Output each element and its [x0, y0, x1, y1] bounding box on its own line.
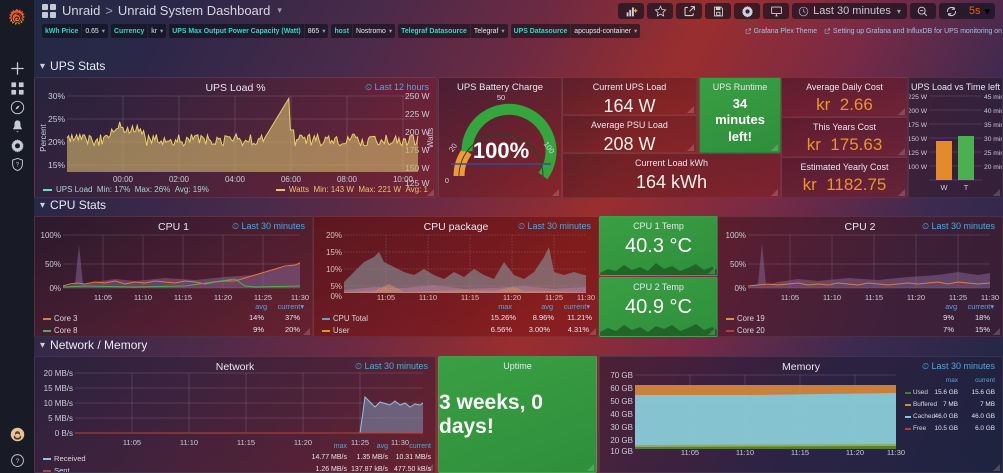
svg-text:0%: 0% — [330, 292, 342, 301]
svg-text:11:05: 11:05 — [123, 438, 141, 447]
svg-text:100%: 100% — [726, 231, 746, 240]
svg-text:10 GB: 10 GB — [610, 447, 633, 456]
svg-text:11:20: 11:20 — [214, 293, 232, 302]
svg-text:11:25: 11:25 — [254, 293, 272, 302]
svg-text:T: T — [964, 183, 969, 192]
svg-text:45 min: 45 min — [984, 94, 1003, 101]
svg-text:30 GB: 30 GB — [610, 423, 633, 432]
svg-text:100%: 100% — [473, 138, 529, 163]
svg-text:11:10: 11:10 — [134, 293, 152, 302]
svg-text:200 W: 200 W — [909, 108, 928, 115]
svg-text:11:20: 11:20 — [503, 293, 521, 302]
svg-text:11:05: 11:05 — [681, 448, 699, 457]
svg-text:11:20: 11:20 — [846, 448, 864, 457]
svg-text:11:30: 11:30 — [981, 293, 999, 302]
svg-text:70 GB: 70 GB — [610, 371, 633, 380]
svg-text:11:10: 11:10 — [419, 293, 437, 302]
svg-text:20%: 20% — [48, 137, 65, 147]
svg-text:11:05: 11:05 — [94, 293, 112, 302]
svg-text:225 W: 225 W — [405, 109, 430, 119]
svg-text:50%: 50% — [45, 260, 61, 269]
svg-text:60 GB: 60 GB — [610, 384, 633, 393]
svg-text:04:00: 04:00 — [225, 175, 246, 184]
svg-text:10 MB/s: 10 MB/s — [44, 399, 73, 408]
svg-text:11:05: 11:05 — [377, 293, 395, 302]
svg-text:10%: 10% — [326, 265, 342, 274]
svg-text:20 MB/s: 20 MB/s — [44, 369, 73, 378]
svg-text:50%: 50% — [730, 260, 746, 269]
svg-text:15 MB/s: 15 MB/s — [44, 384, 73, 393]
svg-text:15%: 15% — [48, 160, 65, 170]
svg-text:W: W — [940, 183, 948, 192]
svg-text:11:15: 11:15 — [237, 438, 255, 447]
svg-text:11:10: 11:10 — [823, 293, 841, 302]
svg-text:11:30: 11:30 — [887, 448, 905, 457]
svg-text:00:00: 00:00 — [113, 175, 134, 184]
svg-text:11:15: 11:15 — [865, 293, 883, 302]
svg-text:11:30: 11:30 — [577, 293, 595, 302]
svg-text:0%: 0% — [734, 284, 746, 293]
svg-text:10:00: 10:00 — [393, 175, 414, 184]
svg-text:11:20: 11:20 — [907, 293, 925, 302]
svg-text:Percent: Percent — [39, 123, 48, 151]
svg-text:20 GB: 20 GB — [610, 436, 633, 445]
svg-text:20: 20 — [447, 142, 459, 154]
svg-text:100 W: 100 W — [909, 164, 928, 171]
svg-text:?: ? — [15, 161, 19, 168]
svg-text:11:10: 11:10 — [180, 438, 198, 447]
svg-text:150 W: 150 W — [909, 136, 928, 143]
svg-text:0 B/s: 0 B/s — [55, 429, 73, 438]
svg-text:30%: 30% — [48, 91, 65, 101]
svg-text:25 min: 25 min — [984, 150, 1003, 157]
svg-text:?: ? — [15, 457, 19, 464]
svg-text:11:25: 11:25 — [545, 293, 563, 302]
svg-text:11:30: 11:30 — [291, 293, 309, 302]
svg-text:06:00: 06:00 — [281, 175, 302, 184]
svg-text:11:10: 11:10 — [736, 448, 754, 457]
svg-text:11:15: 11:15 — [791, 448, 809, 457]
svg-text:Watts: Watts — [426, 128, 435, 148]
svg-text:02:00: 02:00 — [169, 175, 190, 184]
svg-text:11:05: 11:05 — [781, 293, 799, 302]
svg-text:11:15: 11:15 — [461, 293, 479, 302]
svg-text:50: 50 — [497, 93, 505, 102]
svg-text:5%: 5% — [330, 282, 342, 291]
svg-text:11:25: 11:25 — [949, 293, 967, 302]
svg-text:250 W: 250 W — [405, 91, 430, 101]
svg-text:225 W: 225 W — [909, 94, 928, 101]
svg-text:35 min: 35 min — [984, 122, 1003, 129]
svg-text:50 GB: 50 GB — [610, 397, 633, 406]
svg-text:0%: 0% — [49, 284, 61, 293]
svg-text:0: 0 — [445, 178, 449, 185]
svg-text:25%: 25% — [48, 114, 65, 124]
svg-text:30 min: 30 min — [984, 136, 1003, 143]
svg-text:5 MB/s: 5 MB/s — [48, 414, 73, 423]
svg-text:125 W: 125 W — [909, 150, 928, 157]
svg-text:11:15: 11:15 — [174, 293, 192, 302]
svg-text:40 min: 40 min — [984, 108, 1003, 115]
svg-text:175 W: 175 W — [909, 122, 928, 129]
svg-text:20%: 20% — [326, 231, 342, 240]
svg-text:15%: 15% — [326, 248, 342, 257]
svg-text:20 min: 20 min — [984, 164, 1003, 171]
svg-text:100%: 100% — [41, 231, 61, 240]
svg-text:40 GB: 40 GB — [610, 410, 633, 419]
svg-text:08:00: 08:00 — [337, 175, 358, 184]
